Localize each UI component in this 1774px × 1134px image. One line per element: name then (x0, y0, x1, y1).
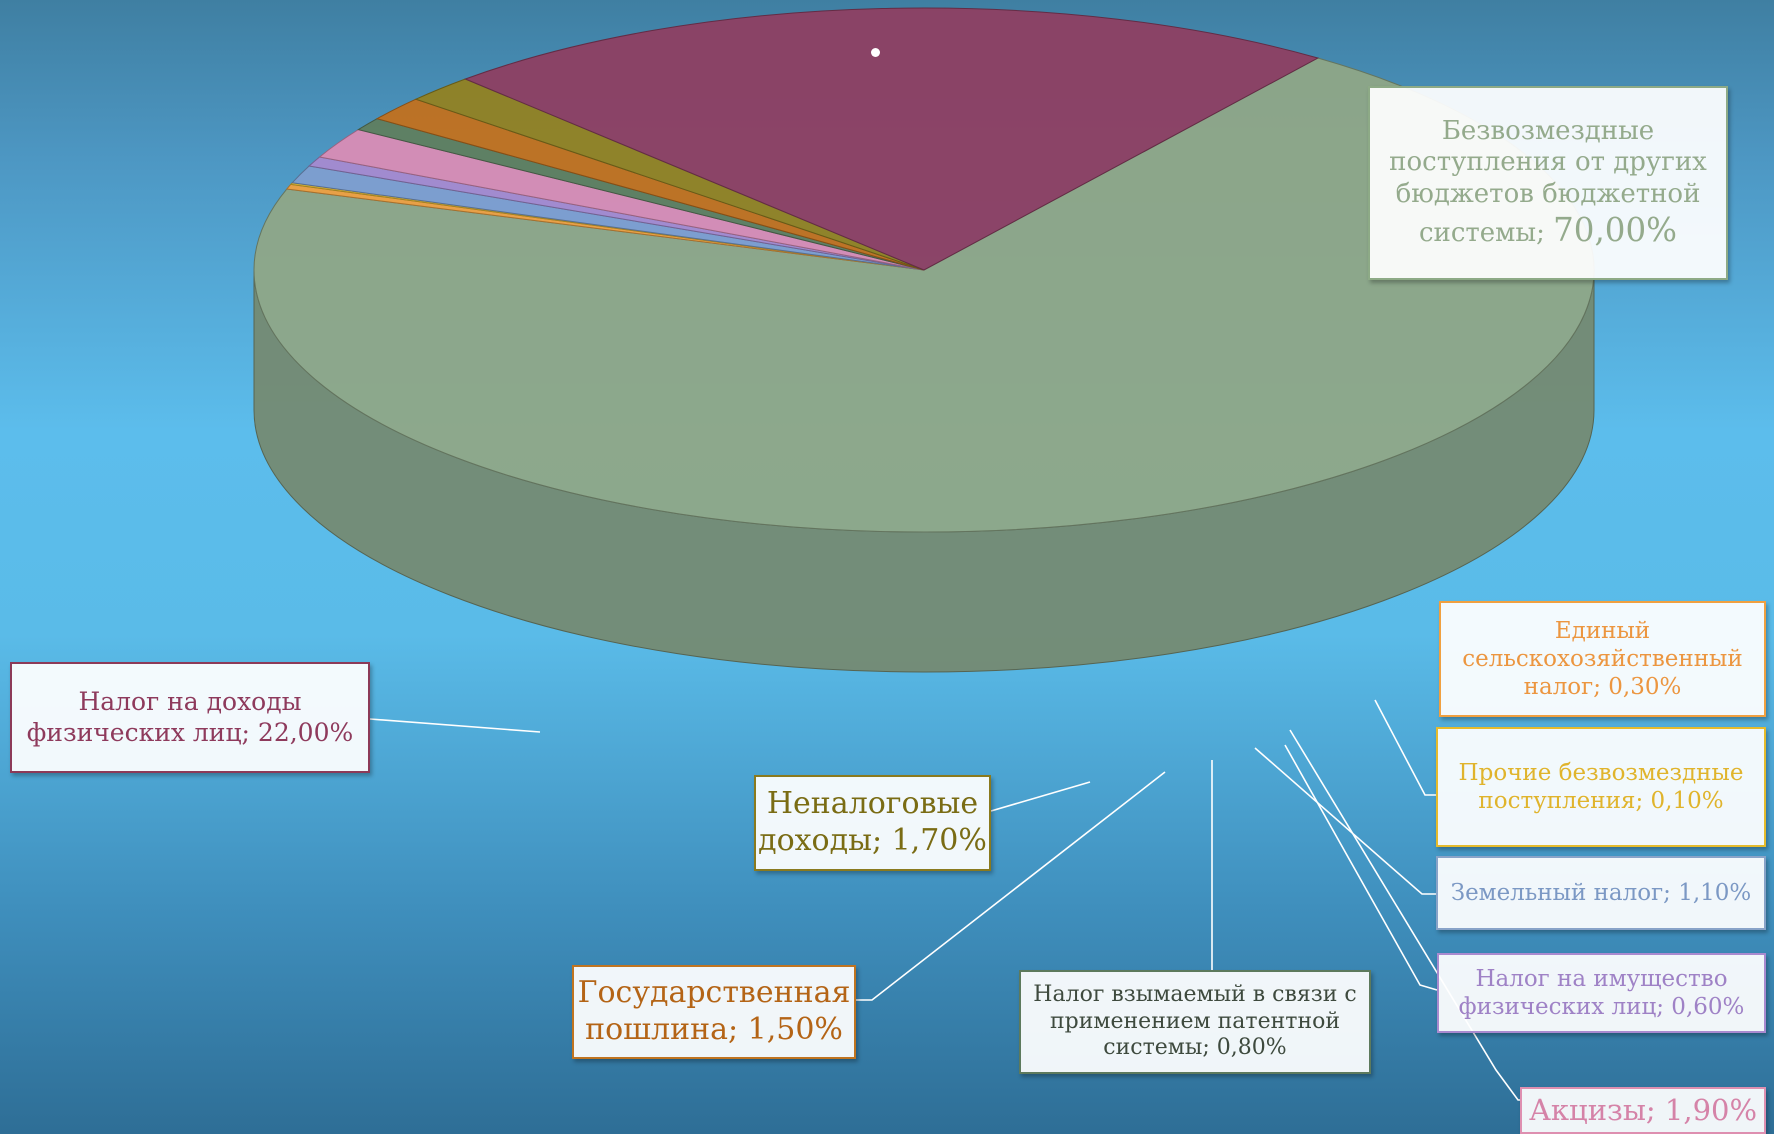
data-label-excise: Акцизы; 1,90% (1520, 1087, 1766, 1134)
data-label-state-duty: Государственная пошлина; 1,50% (572, 965, 856, 1059)
data-label-text: сельскохозяйственный (1462, 645, 1743, 672)
data-label-text: доходы; 1,70% (758, 823, 987, 858)
data-label-other-free-receipts: Прочие безвозмездные поступления; 0,10% (1436, 727, 1766, 847)
leader-line-property-tax (1284, 744, 1438, 991)
data-label-text: поступления; 0,10% (1478, 788, 1724, 814)
data-label-text: поступления от других (1389, 147, 1707, 178)
data-label-patent-tax: Налог взымаемый в связи с применением па… (1019, 970, 1371, 1074)
leader-line-state-duty (856, 771, 1166, 1001)
data-label-text: системы; (1418, 217, 1554, 248)
data-label-text: Налог на доходы (78, 687, 302, 716)
data-label-text: Неналоговые (766, 786, 979, 822)
data-label-text: физических лиц; 0,60% (1458, 994, 1745, 1020)
pie-slice-income-tax (463, 7, 1320, 271)
data-label-text: Единый (1554, 617, 1651, 644)
data-label-text: Налог взымаемый в связи с (1033, 981, 1357, 1007)
data-label-text: бюджетов бюджетной (1395, 179, 1701, 210)
data-label-text: пошлина; 1,50% (585, 1012, 843, 1047)
data-label-text: физических лиц; 22,00% (26, 717, 354, 747)
leader-line-land-tax (1254, 747, 1436, 895)
data-label-text: применением патентной (1049, 1008, 1341, 1034)
data-label-text: налог; 0,30% (1523, 674, 1682, 701)
data-label-text: системы; 0,80% (1103, 1035, 1287, 1061)
data-label-text: Акцизы; 1,90% (1528, 1093, 1758, 1127)
data-label-text: Прочие безвозмездные (1458, 759, 1744, 786)
data-label-nontax-income: Неналоговые доходы; 1,70% (754, 775, 991, 871)
leader-lines (369, 699, 1520, 1101)
data-label-percent: 70,00% (1553, 210, 1678, 249)
data-label-text: Налог на имущество (1475, 965, 1728, 992)
marker-dot (871, 48, 880, 57)
data-label-text: Государственная (577, 975, 851, 1011)
data-label-text: Безвозмездные (1441, 115, 1655, 146)
data-label-text: Земельный налог; 1,10% (1450, 879, 1752, 906)
data-label-income-tax: Налог на доходы физических лиц; 22,00% (10, 662, 370, 773)
leader-line-nontax (990, 781, 1091, 812)
leader-line-other-free (1374, 699, 1436, 796)
leader-line-income-tax (369, 718, 541, 733)
data-label-row: системы; 70,00% (1389, 211, 1707, 251)
data-label-property-tax: Налог на имущество физических лиц; 0,60% (1437, 953, 1766, 1033)
data-label-land-tax: Земельный налог; 1,10% (1436, 856, 1766, 930)
data-label-free-receipts: Безвозмездные поступления от других бюдж… (1368, 86, 1728, 280)
leader-line-excise (1289, 729, 1520, 1101)
data-label-agri-tax: Единый сельскохозяйственный налог; 0,30% (1439, 601, 1766, 717)
